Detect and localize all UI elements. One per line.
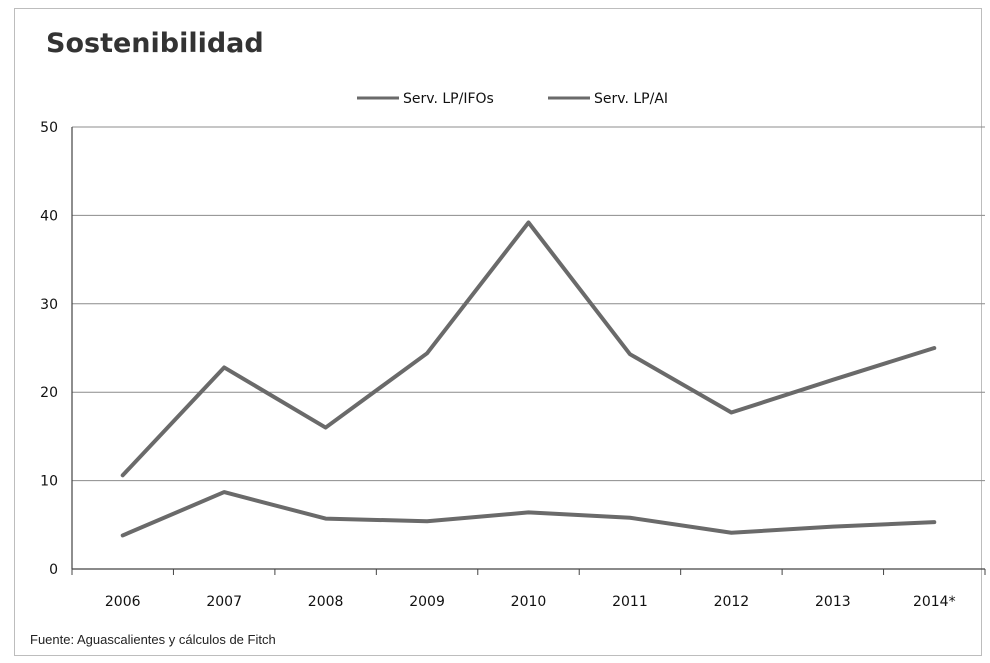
x-tick-label: 2008 — [308, 594, 344, 610]
x-tick-labels: 2006 2007 2008 2009 2010 2011 2012 2013 2014* — [105, 594, 956, 610]
y-tick-label: 30 — [40, 297, 58, 313]
x-tick-label: 2006 — [105, 594, 141, 610]
series-line-2 — [120, 490, 937, 538]
y-tick-label: 50 — [40, 120, 58, 136]
x-tick-label: 2013 — [815, 594, 851, 610]
chart-frame — [14, 8, 982, 656]
grid-lines — [72, 126, 985, 482]
series-lines — [120, 220, 937, 538]
series-line-1 — [120, 220, 937, 478]
y-tick-labels: 0 10 20 30 40 50 — [40, 120, 58, 578]
y-tick-label: 0 — [49, 562, 58, 578]
x-tick-label: 2010 — [511, 594, 547, 610]
axes — [71, 127, 986, 575]
legend-label: Serv. LP/AI — [594, 91, 668, 107]
legend: Serv. LP/IFOs Serv. LP/AI — [357, 91, 668, 107]
y-tick-label: 40 — [40, 208, 58, 224]
x-tick-label: 2011 — [612, 594, 648, 610]
x-tick-label: 2009 — [409, 594, 445, 610]
y-tick-label: 10 — [40, 474, 58, 490]
x-tick-label: 2014* — [913, 594, 956, 610]
y-tick-label: 20 — [40, 385, 58, 401]
x-tick-label: 2007 — [206, 594, 242, 610]
source-note: Fuente: Aguascalientes y cálculos de Fit… — [30, 632, 276, 647]
x-tick-label: 2012 — [714, 594, 750, 610]
legend-label: Serv. LP/IFOs — [403, 91, 494, 107]
chart-title: Sostenibilidad — [46, 28, 264, 59]
